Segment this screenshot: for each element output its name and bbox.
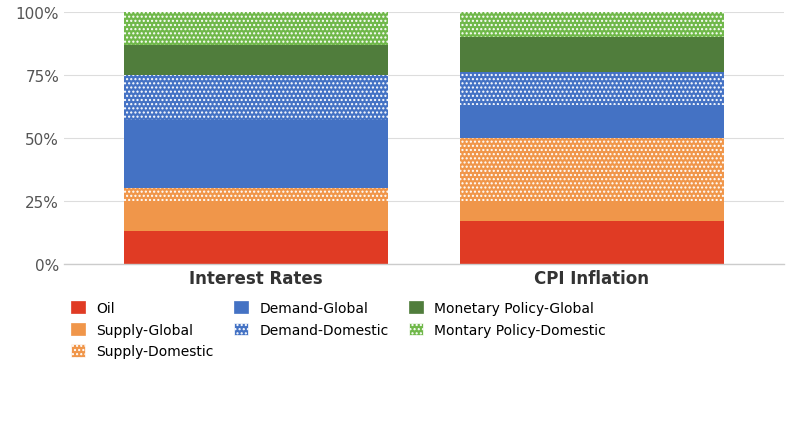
Bar xyxy=(124,189,388,201)
Bar xyxy=(460,38,724,73)
Bar xyxy=(460,201,724,222)
Bar xyxy=(460,222,724,264)
Bar xyxy=(124,201,388,231)
Bar xyxy=(460,13,724,38)
Bar xyxy=(124,231,388,264)
Bar xyxy=(460,138,724,201)
Bar xyxy=(124,46,388,75)
Legend: Oil, Supply-Global, Supply-Domestic, Demand-Global, Demand-Domestic, Monetary Po: Oil, Supply-Global, Supply-Domestic, Dem… xyxy=(71,301,606,358)
Bar xyxy=(124,121,388,189)
Bar xyxy=(460,106,724,138)
Bar xyxy=(460,73,724,106)
Bar xyxy=(124,13,388,46)
Bar xyxy=(124,75,388,121)
